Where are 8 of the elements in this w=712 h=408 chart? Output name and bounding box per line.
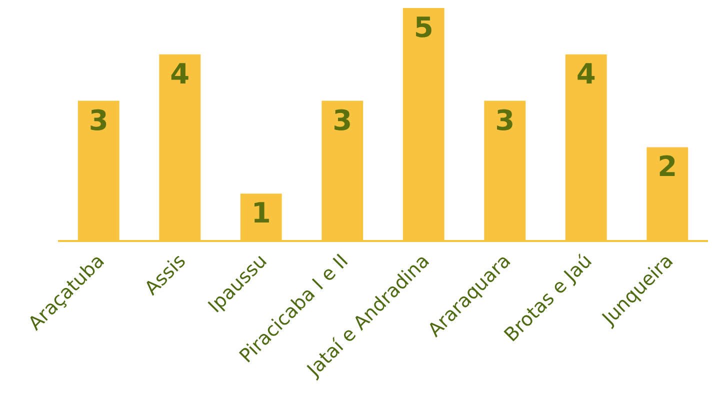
data-label: 3: [88, 104, 108, 137]
data-label: 5: [414, 11, 434, 44]
data-label: 1: [251, 196, 271, 230]
data-label: 4: [576, 57, 596, 90]
data-label: 2: [658, 150, 678, 184]
data-label: 4: [170, 57, 190, 90]
data-label: 3: [332, 104, 352, 137]
data-label: 3: [495, 104, 515, 137]
